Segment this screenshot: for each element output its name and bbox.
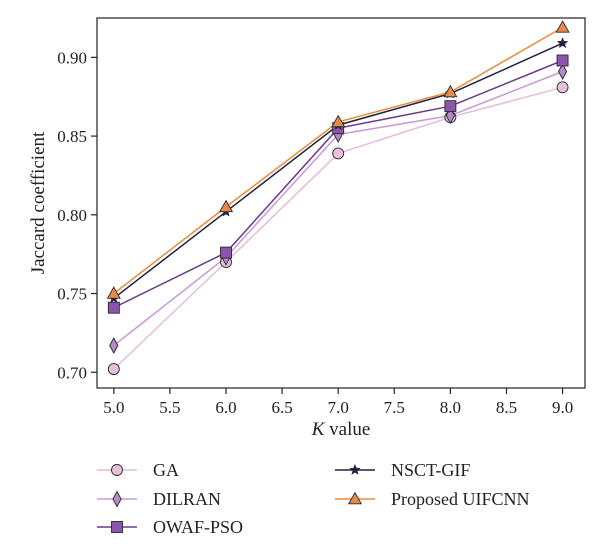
- legend-item-proposed-uifcnn: Proposed UIFCNN: [335, 489, 530, 509]
- plot-area: [96, 17, 586, 389]
- x-axis-label-rest: value: [324, 419, 370, 440]
- data-point-owaf-pso: [444, 100, 457, 113]
- x-tick-label: 8.5: [496, 398, 517, 417]
- data-point-proposed-uifcnn: [331, 114, 346, 128]
- data-point-proposed-uifcnn: [106, 286, 121, 299]
- x-tick-label: 6.0: [215, 398, 236, 417]
- x-tick-label: 7.0: [328, 398, 349, 417]
- series-line-nsct-gif: [113, 42, 563, 299]
- legend-marker-owaf-pso: [111, 521, 123, 533]
- x-tick-label: 6.5: [271, 398, 292, 417]
- x-tick-label: 9.0: [552, 398, 573, 417]
- legend-item-owaf-pso: OWAF-PSO: [97, 517, 243, 537]
- data-point-owaf-pso: [220, 246, 232, 259]
- y-axis-label: Jaccard coefficient: [28, 131, 49, 274]
- legend-label-owaf-pso: OWAF-PSO: [153, 517, 243, 537]
- y-tick-label: 0.90: [57, 48, 87, 67]
- legend-label-ga: GA: [153, 460, 179, 480]
- legend: GA DILRAN OWAF-PSO NSCT-GIF Proposed UIFCNN: [97, 460, 530, 537]
- legend-item-nsct-gif: NSCT-GIF: [335, 460, 470, 480]
- data-point-ga: [332, 147, 345, 160]
- x-axis-label: K value: [311, 419, 371, 440]
- data-point-nsct-gif: [556, 36, 569, 49]
- data-point-dilran: [557, 63, 568, 80]
- x-tick-label: 8.0: [440, 398, 461, 417]
- series-markers: [106, 20, 570, 376]
- series-line-proposed-uifcnn: [113, 26, 563, 295]
- legend-label-dilran: DILRAN: [153, 489, 221, 509]
- y-tick-label: 0.75: [57, 285, 87, 304]
- x-tick-label: 7.5: [384, 398, 405, 417]
- legend-label-nsct-gif: NSCT-GIF: [391, 460, 470, 480]
- data-point-dilran: [445, 107, 456, 125]
- data-point-ga: [107, 363, 120, 376]
- legend-marker-proposed-uifcnn: [347, 491, 363, 505]
- data-point-owaf-pso: [107, 301, 120, 314]
- data-point-proposed-uifcnn: [555, 20, 570, 33]
- y-tick-label: 0.80: [57, 206, 87, 225]
- data-point-dilran: [109, 337, 119, 354]
- data-point-proposed-uifcnn: [218, 199, 234, 213]
- data-point-proposed-uifcnn: [443, 84, 458, 98]
- data-point-ga: [556, 81, 569, 94]
- y-tick-label: 0.85: [57, 127, 87, 146]
- axis-ticks: 5.0 5.5 6.0 6.5 7.0 7.5 8.0 8.5 9.0 0.70 0.75 0.80 0…: [57, 48, 573, 417]
- data-point-owaf-pso: [556, 54, 569, 67]
- x-tick-label: 5.5: [159, 398, 180, 417]
- legend-marker-dilran: [112, 490, 122, 508]
- legend-item-ga: GA: [97, 460, 179, 480]
- legend-label-proposed-uifcnn: Proposed UIFCNN: [391, 489, 530, 509]
- x-axis-label-italic: K: [311, 419, 326, 440]
- y-tick-label: 0.70: [57, 363, 87, 382]
- series-lines: [113, 26, 563, 370]
- x-tick-label: 5.0: [103, 398, 124, 417]
- legend-marker-nsct-gif: [349, 463, 361, 475]
- legend-marker-ga: [111, 464, 123, 476]
- legend-item-dilran: DILRAN: [97, 489, 221, 509]
